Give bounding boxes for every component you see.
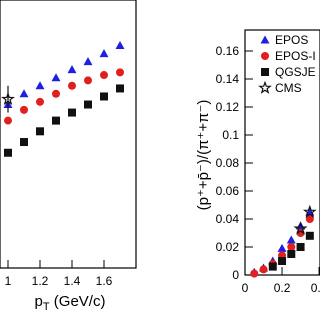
triangle-marker (83, 57, 93, 66)
triangle-marker (286, 235, 296, 244)
legend-label: QGSJE (275, 65, 316, 79)
triangle-marker (115, 41, 125, 50)
square-marker (68, 108, 76, 117)
y-tick-label: 0.04 (216, 212, 240, 226)
legend-marker (258, 80, 272, 94)
triangle-marker (99, 49, 109, 58)
x-tick-label: 0 (242, 281, 249, 295)
triangle-marker (51, 73, 61, 82)
circle-marker (20, 105, 28, 114)
legend-label: CMS (275, 81, 302, 95)
legend-label: EPOS (275, 33, 308, 47)
square-marker (278, 257, 287, 265)
x-title-main: p (35, 293, 43, 310)
x-tick-label: 1.4 (64, 274, 81, 288)
x-title-sub: T (43, 301, 50, 313)
square-marker (268, 262, 277, 271)
triangle-marker (19, 89, 29, 98)
circle-marker (4, 116, 12, 125)
y-tick-label: 0.14 (216, 72, 240, 86)
square-marker (116, 84, 124, 93)
x-axis-title: pT (GeV/c) (35, 293, 106, 313)
y-tick-label: 0.16 (216, 44, 240, 58)
circle-marker (84, 76, 92, 85)
x-tick-label: 1.6 (96, 274, 113, 288)
circle-marker (52, 89, 60, 98)
triangle-marker (277, 243, 287, 252)
legend-marker (261, 52, 269, 60)
legend-marker (261, 68, 269, 76)
circle-marker (259, 265, 268, 274)
triangle-marker (67, 65, 77, 74)
legend-label: EPOS-I (275, 49, 316, 63)
circle-marker (116, 68, 124, 77)
square-marker (36, 127, 44, 136)
circle-marker (68, 81, 76, 90)
x-title-rest: (GeV/c) (50, 293, 106, 310)
y-tick-label: 0.06 (216, 184, 240, 198)
circle-marker (100, 71, 108, 80)
y-axis-title: (p⁺+p̄⁻)/(π⁺+π⁻) (195, 100, 212, 211)
y-tick-label: 0.02 (216, 240, 240, 254)
x-tick-label: 1 (5, 274, 12, 288)
triangle-marker (35, 81, 45, 90)
y-tick-label: 0 (232, 268, 239, 282)
star-marker (293, 221, 308, 235)
x-tick-label: 0.4 (311, 281, 320, 295)
legend-marker (260, 35, 270, 44)
square-marker (100, 92, 108, 101)
square-marker (296, 243, 305, 251)
y-tick-label: 0.1 (222, 128, 239, 142)
plot-frame (0, 0, 137, 269)
square-marker (20, 138, 28, 147)
y-tick-label: 0.12 (216, 100, 240, 114)
circle-marker (36, 97, 44, 106)
x-tick-label: 1.2 (32, 274, 49, 288)
star-marker (1, 91, 15, 106)
circle-marker (250, 269, 259, 278)
x-tick-label: 0.2 (274, 281, 291, 295)
circle-marker (305, 215, 314, 223)
square-marker (287, 250, 296, 258)
y-tick-label: 0.08 (216, 156, 240, 170)
square-marker (84, 100, 92, 109)
star-marker (302, 204, 317, 218)
square-marker (4, 148, 12, 157)
circle-marker (287, 243, 296, 251)
square-marker (305, 231, 314, 240)
square-marker (52, 116, 60, 125)
